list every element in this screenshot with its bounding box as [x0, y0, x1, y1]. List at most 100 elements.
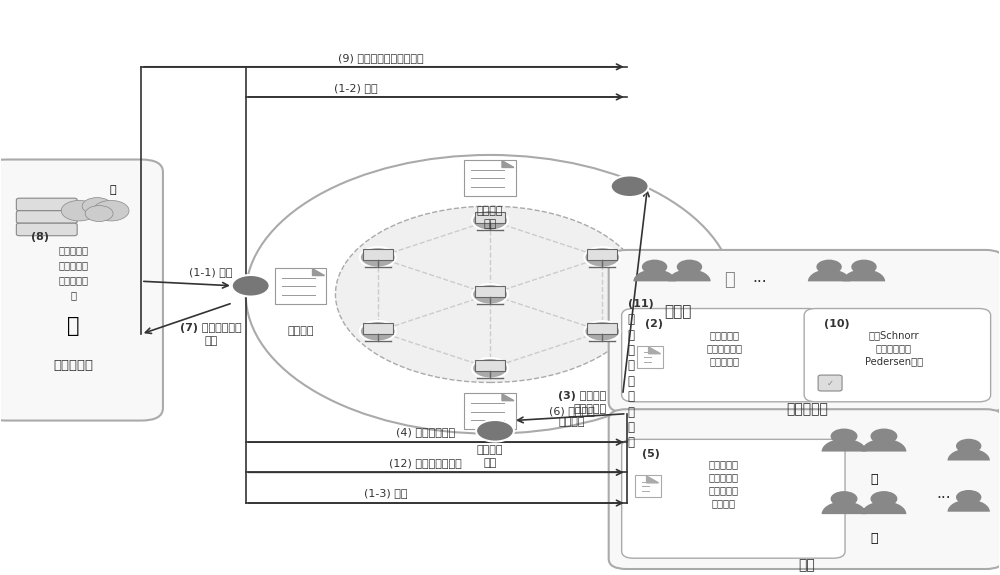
Circle shape	[851, 259, 877, 274]
FancyBboxPatch shape	[363, 323, 393, 335]
Circle shape	[831, 428, 858, 444]
Text: (1-3) 注册: (1-3) 注册	[364, 488, 407, 499]
Text: (1-2) 注册: (1-2) 注册	[334, 83, 377, 93]
Text: (6) 提交声誉
更新交易: (6) 提交声誉 更新交易	[549, 406, 595, 427]
Text: 发: 发	[628, 313, 635, 327]
Text: (7) 认领声誉更新
交易: (7) 认领声誉更新 交易	[180, 323, 242, 346]
Circle shape	[93, 201, 129, 221]
Text: (10): (10)	[824, 320, 850, 329]
Text: 誉: 誉	[628, 390, 635, 403]
Text: 任务得分
合约: 任务得分 合约	[477, 206, 503, 229]
FancyBboxPatch shape	[363, 249, 393, 260]
Text: ...: ...	[936, 486, 951, 501]
Circle shape	[956, 439, 981, 453]
Circle shape	[642, 259, 667, 274]
FancyBboxPatch shape	[637, 346, 663, 368]
Text: 密文状态下: 密文状态下	[58, 246, 88, 255]
Wedge shape	[861, 439, 906, 451]
Circle shape	[472, 210, 508, 231]
FancyBboxPatch shape	[275, 267, 326, 304]
Circle shape	[232, 275, 270, 297]
FancyBboxPatch shape	[0, 159, 163, 420]
Circle shape	[335, 206, 645, 382]
Text: 值: 值	[70, 290, 76, 300]
Wedge shape	[948, 500, 990, 512]
Text: 签名并且补充: 签名并且补充	[876, 343, 912, 353]
Polygon shape	[649, 347, 661, 354]
Circle shape	[476, 420, 514, 442]
FancyBboxPatch shape	[635, 475, 661, 497]
Circle shape	[584, 247, 620, 267]
FancyBboxPatch shape	[16, 198, 77, 210]
Text: Pedersen承诺: Pedersen承诺	[865, 356, 923, 366]
Text: (5): (5)	[642, 448, 659, 458]
Circle shape	[611, 175, 649, 197]
Wedge shape	[668, 269, 711, 281]
Text: 布: 布	[628, 329, 635, 342]
Text: 隐私链: 隐私链	[665, 304, 692, 319]
FancyBboxPatch shape	[587, 323, 617, 335]
FancyBboxPatch shape	[609, 250, 1000, 413]
FancyBboxPatch shape	[818, 375, 842, 391]
Text: 签署Schnorr: 签署Schnorr	[869, 330, 919, 340]
FancyBboxPatch shape	[475, 212, 505, 224]
Circle shape	[870, 491, 897, 507]
Wedge shape	[822, 439, 866, 451]
Text: 声: 声	[628, 375, 635, 388]
Polygon shape	[313, 269, 324, 275]
Text: 加密计算更: 加密计算更	[58, 260, 88, 270]
Text: ✓: ✓	[827, 378, 834, 388]
Circle shape	[677, 259, 702, 274]
Circle shape	[85, 206, 113, 221]
Text: 🔄: 🔄	[67, 316, 79, 336]
FancyBboxPatch shape	[16, 210, 77, 223]
Text: 📱: 📱	[870, 532, 878, 545]
Text: (9) 发送初步的声誉值通证: (9) 发送初步的声誉值通证	[338, 53, 423, 63]
FancyBboxPatch shape	[464, 393, 516, 429]
Text: (1-1) 注册: (1-1) 注册	[189, 267, 233, 277]
Text: 数据请求者: 数据请求者	[786, 402, 828, 416]
Circle shape	[360, 321, 396, 342]
Text: (3) 发布加密
的任务得分: (3) 发布加密 的任务得分	[558, 391, 607, 414]
Wedge shape	[948, 448, 990, 461]
Wedge shape	[843, 269, 885, 281]
Text: 工人: 工人	[799, 558, 816, 573]
FancyBboxPatch shape	[804, 309, 991, 402]
Text: 新: 新	[628, 344, 635, 357]
Text: 的: 的	[628, 359, 635, 373]
Text: 新工人声誉: 新工人声誉	[58, 275, 88, 285]
Text: 值: 值	[628, 405, 635, 419]
Text: 的任务得分: 的任务得分	[709, 356, 739, 366]
Text: 声誉更新
合约: 声誉更新 合约	[477, 445, 503, 468]
Polygon shape	[502, 394, 514, 401]
FancyBboxPatch shape	[609, 409, 1000, 569]
Wedge shape	[861, 501, 906, 514]
Circle shape	[831, 491, 858, 507]
Polygon shape	[647, 476, 659, 483]
Polygon shape	[502, 160, 514, 167]
Text: 计算服务器: 计算服务器	[53, 359, 93, 372]
Text: 据，给出加密: 据，给出加密	[706, 343, 742, 353]
FancyBboxPatch shape	[464, 159, 516, 196]
Text: 📱: 📱	[870, 473, 878, 486]
Text: 评估感知数: 评估感知数	[709, 330, 739, 340]
Circle shape	[472, 358, 508, 378]
Text: 更新交易: 更新交易	[711, 499, 735, 509]
Text: (12) 认领声誉值通证: (12) 认领声誉值通证	[389, 458, 462, 467]
Text: (4) 认领任务得分: (4) 认领任务得分	[396, 427, 455, 438]
Text: (2): (2)	[645, 320, 663, 329]
Circle shape	[472, 284, 508, 305]
Circle shape	[584, 321, 620, 342]
FancyBboxPatch shape	[16, 223, 77, 236]
FancyBboxPatch shape	[622, 439, 845, 558]
Wedge shape	[808, 269, 850, 281]
Text: (8): (8)	[31, 232, 49, 243]
Circle shape	[61, 201, 97, 221]
FancyBboxPatch shape	[622, 309, 820, 402]
FancyBboxPatch shape	[475, 360, 505, 371]
Text: 通: 通	[628, 421, 635, 434]
Circle shape	[870, 428, 897, 444]
Text: 注册合约: 注册合约	[287, 326, 314, 336]
Circle shape	[246, 155, 734, 434]
Text: 根据任务得: 根据任务得	[708, 459, 738, 469]
